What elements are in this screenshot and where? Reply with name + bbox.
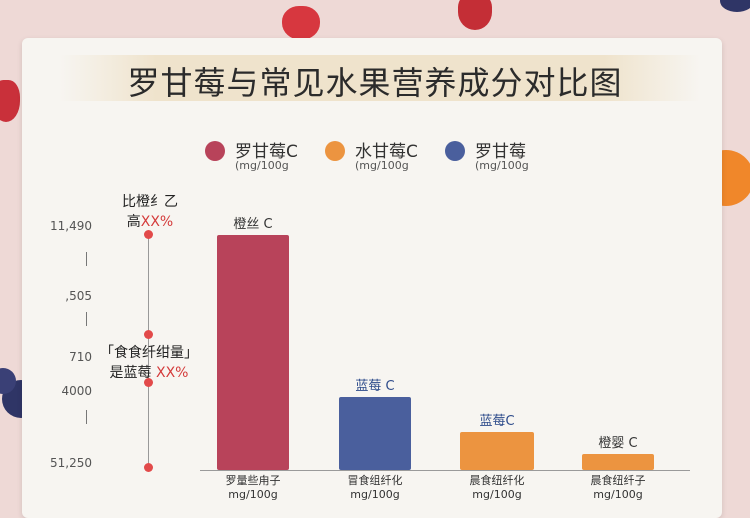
annotation-dot — [144, 330, 153, 339]
annotation-dot — [144, 463, 153, 472]
legend-swatch — [325, 141, 345, 161]
legend-unit: (mg/100g — [475, 159, 529, 172]
bar-value-label: 蓝莓 C — [355, 379, 395, 395]
y-tick-label: 710 — [69, 350, 92, 364]
annotation-percent: XX% — [140, 214, 174, 230]
annotation-line2: 是蓝莓 XX% — [100, 362, 198, 382]
legend-unit: (mg/100g — [355, 159, 409, 172]
category-label-unit: mg/100g — [228, 488, 278, 501]
y-tick-label: 4000 — [61, 384, 92, 398]
annotation-dot — [144, 230, 153, 239]
annotation-line — [148, 232, 149, 468]
strawberry-icon — [0, 80, 20, 122]
annotation-percent: XX% — [155, 365, 189, 381]
annotation-dot — [144, 378, 153, 387]
legend-swatch — [205, 141, 225, 161]
y-tick-label: 11,490 — [50, 219, 92, 233]
legend-swatch — [445, 141, 465, 161]
y-tick-mark — [86, 312, 87, 326]
annotation-text-part: 高 — [126, 214, 141, 230]
annotation-line1: 「食食纤绀量」 — [100, 345, 198, 361]
y-tick-label: 51,250 — [50, 456, 92, 470]
bar — [217, 235, 289, 470]
annotation-text: 比橙纟乙 高XX% — [110, 191, 190, 231]
bar-value-label: 蓝莓C — [479, 414, 515, 430]
category-label-unit: mg/100g — [472, 488, 522, 501]
y-tick-label: ,505 — [65, 289, 92, 303]
chart-title: 罗甘莓与常见水果营养成分对比图 — [127, 64, 623, 102]
legend-unit: (mg/100g — [235, 159, 289, 172]
category-label-line1: 罗量些甪子 — [225, 474, 281, 487]
annotation-text: 「食食纤绀量」 是蓝莓 XX% — [100, 342, 198, 382]
bar — [339, 397, 411, 470]
legend-label: 罗甘莓C — [235, 142, 298, 162]
category-label: 晨食纽纤子 mg/100g — [568, 474, 668, 502]
y-tick-mark — [86, 410, 87, 424]
bar-value-label: 橙丝 C — [233, 217, 273, 232]
blueberry-icon — [720, 0, 750, 12]
category-label-line1: 冒食组纤化 — [347, 474, 403, 487]
bar-value-label: 橙婴 C — [598, 435, 638, 451]
x-axis-baseline — [200, 470, 690, 471]
annotation-line2: 高XX% — [110, 211, 190, 231]
annotation-text-part: 是蓝莓 — [109, 365, 156, 381]
y-tick-mark — [86, 252, 87, 266]
category-label-unit: mg/100g — [593, 488, 643, 501]
legend-label: 罗甘莓 — [475, 142, 526, 162]
category-label-unit: mg/100g — [350, 488, 400, 501]
bar — [582, 453, 654, 470]
category-label-line1: 晨食纽纤化 — [469, 474, 525, 487]
blueberry-icon — [0, 368, 16, 394]
category-label-line1: 晨食纽纤子 — [590, 474, 646, 487]
bar — [460, 432, 534, 470]
category-label: 晨食纽纤化 mg/100g — [447, 474, 547, 502]
annotation-line1: 比橙纟乙 — [122, 194, 178, 210]
title-band — [60, 55, 700, 101]
legend-label: 水甘莓C — [355, 142, 418, 162]
strawberry-icon — [282, 6, 320, 40]
strawberry-icon — [458, 0, 492, 30]
category-label: 罗量些甪子 mg/100g — [203, 474, 303, 502]
category-label: 冒食组纤化 mg/100g — [325, 474, 425, 502]
